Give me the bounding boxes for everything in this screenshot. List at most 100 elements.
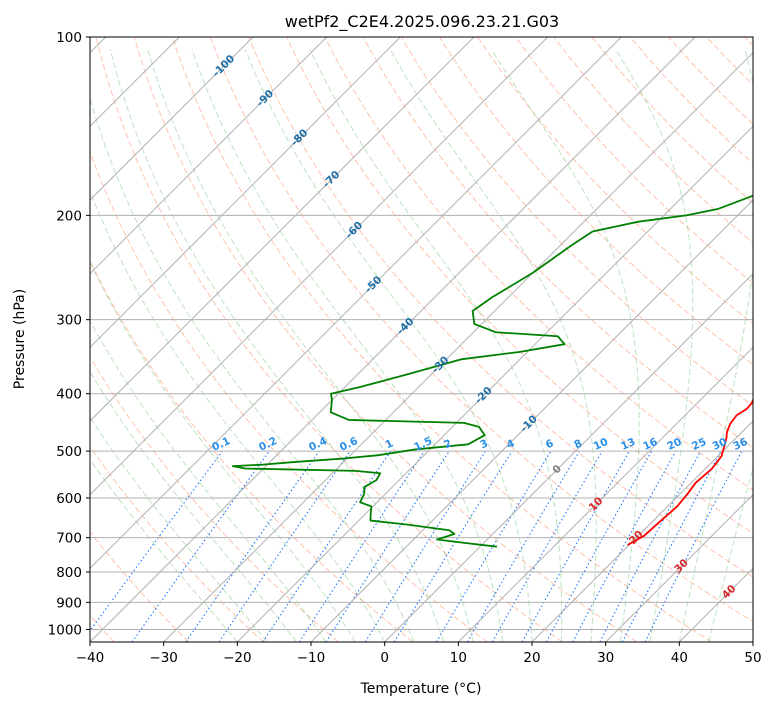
y-tick-label: 100: [56, 30, 82, 46]
dewpoint-profile-line: [231, 194, 753, 548]
isotherm-line: [310, 199, 753, 642]
mixing-ratio-line: [521, 450, 630, 642]
profile-lines: [231, 194, 753, 548]
isotherm-line: [384, 272, 753, 642]
y-tick-label: 900: [56, 595, 82, 611]
mixing-ratio-line: [90, 450, 223, 632]
mixing-ratio-label: 8: [572, 437, 584, 451]
x-tick-label: −20: [223, 650, 252, 666]
mixing-ratio-line: [262, 450, 392, 642]
dry-adiabat-line: [90, 150, 488, 642]
plot-frame: [89, 36, 754, 643]
mixing-ratio-label: 13: [619, 436, 637, 453]
y-tick-label: 200: [56, 208, 82, 224]
dry-adiabat-line: [629, 37, 753, 165]
mixing-ratio-line: [393, 450, 513, 642]
moist-adiabat-line: [244, 49, 533, 642]
dry-adiabat-line: [210, 37, 753, 623]
moist-adiabat-line: [309, 49, 563, 642]
y-tick-label: 800: [56, 565, 82, 581]
moist-adiabat-line: [90, 416, 268, 642]
mixing-ratio-line: [545, 450, 653, 642]
moist-adiabat-line: [90, 370, 297, 642]
dry-adiabat-line: [553, 37, 753, 244]
dry-adiabat-line: [286, 37, 753, 534]
moist-adiabat-line: [678, 49, 753, 642]
mixing-ratio-line: [325, 450, 450, 642]
mixing-ratio-line: [218, 450, 351, 642]
plot-area: 0.1 0.2 0.4 0.6 1 1.5 2 3 4 6 8 10 13 16 20 25 30 36-100-…: [90, 37, 753, 642]
dry-adiabat-line: [90, 259, 414, 642]
axes: −40 −30 −20 −10 0 10 20 30 40 50 100 200 300 400 500 60…: [48, 30, 762, 666]
dry-adiabats: [90, 37, 753, 642]
isotherm-line: [605, 493, 753, 642]
dry-adiabat-line: [90, 531, 190, 642]
y-tick-label: 400: [56, 387, 82, 403]
isotherm-line: [90, 37, 622, 570]
isotherm-line: [90, 37, 549, 496]
y-axis-label: Pressure (hPa): [12, 289, 28, 389]
isotherm-line: [236, 125, 753, 642]
dry-adiabat-line: [133, 37, 638, 642]
mixing-ratio-label: 16: [641, 436, 659, 453]
mixing-ratio-line: [644, 450, 743, 642]
moist-adiabat-line: [191, 49, 504, 642]
mixing-ratio-label: 10: [592, 436, 610, 453]
dry-adiabat-line: [515, 37, 753, 284]
y-tick-label: 300: [56, 313, 82, 329]
dry-adiabat-line: [248, 37, 753, 578]
isotherm-line: [90, 37, 328, 275]
moist-adiabat-line: [708, 466, 753, 642]
temperature-profile-line: [627, 397, 753, 546]
moist-adiabat-line: [90, 189, 386, 642]
dry-adiabat-line: [477, 37, 753, 325]
mixing-ratio-line: [298, 450, 425, 642]
isotherm-line: [90, 37, 254, 201]
isotherm-line: [90, 37, 696, 642]
isotherm-line: [163, 51, 753, 642]
moist-adiabat-line: [90, 458, 238, 642]
mixing-ratio-label: 4: [505, 437, 517, 451]
mixing-ratio-label: 30: [711, 436, 729, 453]
moist-adiabat-line: [615, 49, 694, 642]
isotherm-line: [90, 37, 401, 349]
mixing-ratio-label: 1: [384, 437, 396, 451]
mixing-ratio-line: [185, 450, 320, 642]
moist-adiabat-line: [490, 49, 640, 642]
moist-adiabat-line: [147, 49, 474, 642]
dry-adiabat-line: [439, 37, 753, 366]
moist-adiabat-line: [90, 96, 415, 642]
x-tick-label: 20: [523, 650, 540, 666]
x-axis-label: Temperature (°C): [360, 681, 482, 697]
x-tick-label: −30: [149, 650, 178, 666]
mixing-ratio-label: 3: [478, 437, 490, 451]
x-tick-label: −40: [76, 650, 105, 666]
mixing-ratio-label: 20: [665, 436, 683, 453]
x-tick-label: 10: [450, 650, 467, 666]
dry-adiabat-line: [591, 37, 753, 204]
y-tick-label: 1000: [48, 622, 82, 638]
y-tick-label: 600: [56, 491, 82, 507]
mixing-ratio-label: 6: [544, 437, 556, 451]
moist-adiabat-line: [389, 49, 597, 642]
chart-title: wetPf2_C2E4.2025.096.23.21.G03: [285, 12, 559, 32]
isotherm-grid: [90, 37, 753, 642]
x-tick-label: −10: [297, 650, 326, 666]
mixing-ratio-line: [572, 450, 677, 642]
mixing-ratio-label: 2: [442, 437, 454, 451]
y-tick-label: 700: [56, 531, 82, 547]
mixing-ratio-line: [131, 450, 270, 642]
isotherm-line: [457, 346, 753, 642]
dry-adiabat-line: [95, 37, 563, 642]
dry-adiabat-line: [90, 356, 339, 642]
mixing-ratio-lines: [90, 450, 743, 642]
moist-adiabat-line: [90, 260, 356, 642]
isobar-grid: [90, 214, 753, 630]
mixing-ratio-label: 25: [690, 436, 708, 453]
mixing-ratio-label: 36: [731, 436, 749, 453]
x-tick-label: 30: [597, 650, 614, 666]
isotherm-line: [90, 37, 475, 422]
x-tick-label: 40: [671, 650, 688, 666]
